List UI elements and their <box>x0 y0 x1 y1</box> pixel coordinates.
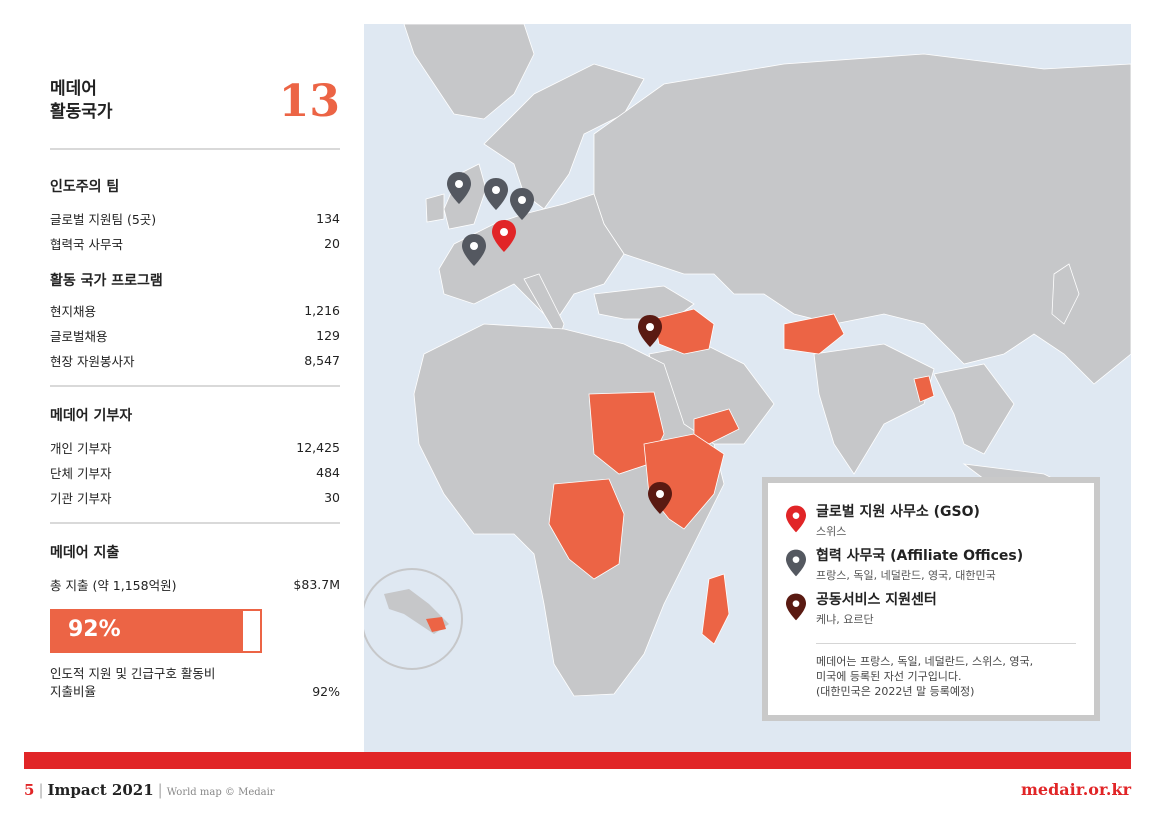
stat-row: 기관 기부자 30 <box>50 485 340 510</box>
land-eurasia <box>593 53 1131 385</box>
stat-value: $83.7M <box>293 577 340 592</box>
inset-honduras <box>426 617 446 632</box>
country-bangladesh <box>913 375 935 403</box>
stats-panel: 메데어 활동국가 13 인도주의 팀 글로벌 지원팀 (5곳) 134 협력국 … <box>50 70 340 701</box>
spending-section: 메데어 지출 총 지출 (약 1,158억원) $83.7M 92% 인도적 지… <box>50 524 340 701</box>
map-credit: World map © Medair <box>166 787 275 798</box>
legend-shared-title: 공동서비스 지원센터 <box>816 592 937 608</box>
legend-divider <box>816 643 1076 644</box>
stat-label: 협력국 사무국 <box>50 237 123 252</box>
legend-affiliate-sub: 프랑스, 독일, 네덜란드, 영국, 대한민국 <box>816 569 996 582</box>
central-america-inset <box>364 568 463 670</box>
legend-affiliate: 협력 사무국 (Affiliate Offices) 프랑스, 독일, 네덜란드… <box>786 545 1076 589</box>
pin-affiliate-uk[interactable] <box>447 172 471 204</box>
stat-row: 글로벌채용 129 <box>50 323 340 348</box>
map-pin-icon <box>786 505 806 533</box>
legend-shared-sub: 케냐, 요르단 <box>816 613 874 626</box>
note-line-1: 인도적 지원 및 긴급구호 활동비 <box>50 666 216 681</box>
legend-note-line-3: (대한민국은 2022년 말 등록예정) <box>816 685 975 698</box>
stat-label: 총 지출 (약 1,158억원) <box>50 578 177 593</box>
map-svg <box>364 24 1131 697</box>
stat-label: 글로벌 지원팀 (5곳) <box>50 212 157 227</box>
land-japan <box>1051 263 1080 325</box>
percent-bar-remainder <box>243 611 260 651</box>
stat-row: 단체 기부자 484 <box>50 460 340 485</box>
legend-affiliate-title: 협력 사무국 (Affiliate Offices) <box>816 548 1024 564</box>
legend-gso-sub: 스위스 <box>816 525 847 538</box>
legend-gso: 글로벌 지원 사무소 (GSO) 스위스 <box>786 501 1076 545</box>
stat-value: 129 <box>316 328 340 343</box>
legend-note-line-2: 미국에 등록된 자선 기구입니다. <box>816 670 962 683</box>
legend-shared-services: 공동서비스 지원센터 케냐, 요르단 <box>786 589 1076 633</box>
stat-value: 484 <box>316 465 340 480</box>
pin-shared-kenya[interactable] <box>648 482 672 514</box>
stat-label: 현장 자원봉사자 <box>50 354 135 369</box>
land-europe <box>438 193 625 325</box>
map-pins <box>447 172 672 514</box>
countries-title: 메데어 활동국가 <box>50 78 113 124</box>
pin-affiliate-germany[interactable] <box>510 188 534 220</box>
footer-red-bar <box>24 752 1131 769</box>
stat-value: 1,216 <box>304 303 340 318</box>
percent-bar-label: 92% <box>68 617 121 642</box>
country-afghanistan <box>783 313 845 355</box>
land-ireland <box>425 193 445 223</box>
active-countries <box>548 308 935 645</box>
note-value: 92% <box>312 684 340 699</box>
stat-row: 개인 기부자 12,425 <box>50 435 340 460</box>
stat-label: 현지채용 <box>50 304 97 319</box>
title-line-2: 활동국가 <box>50 102 113 122</box>
program-heading: 활동 국가 프로그램 <box>50 273 163 289</box>
stat-label: 글로벌채용 <box>50 329 108 344</box>
country-yemen <box>693 408 740 445</box>
stat-label: 개인 기부자 <box>50 441 112 456</box>
publication-name: Impact 2021 <box>47 781 154 799</box>
country-madagascar <box>701 573 730 645</box>
country-syria-iraq <box>653 308 715 355</box>
stat-label: 단체 기부자 <box>50 466 112 481</box>
land-india <box>813 343 935 475</box>
donors-heading: 메데어 기부자 <box>50 408 133 424</box>
stat-value: 8,547 <box>304 353 340 368</box>
legend-gso-title: 글로벌 지원 사무소 (GSO) <box>816 504 980 520</box>
site-link[interactable]: medair.or.kr <box>1021 780 1131 799</box>
page-footer: 5 | Impact 2021 | World map © Medair <box>24 781 275 799</box>
pin-shared-jordan[interactable] <box>638 315 662 347</box>
spending-percent-bar: 92% <box>50 609 262 653</box>
stat-value: 12,425 <box>296 440 340 455</box>
stat-value: 134 <box>316 211 340 226</box>
legend-note-line-1: 메데어는 프랑스, 독일, 네덜란드, 스위스, 영국, <box>816 655 1034 668</box>
stat-row: 협력국 사무국 20 <box>50 231 340 256</box>
page-number: 5 <box>24 781 35 799</box>
stat-label: 기관 기부자 <box>50 491 112 506</box>
title-line-1: 메데어 <box>50 79 97 99</box>
pin-affiliate-netherlands[interactable] <box>484 178 508 210</box>
stat-row: 현장 자원봉사자 8,547 <box>50 348 340 373</box>
donors-section: 메데어 기부자 개인 기부자 12,425 단체 기부자 484 기관 기부자 … <box>50 387 340 524</box>
pin-affiliate-france[interactable] <box>462 234 486 266</box>
spending-heading: 메데어 지출 <box>50 545 120 561</box>
stat-value: 20 <box>324 236 340 251</box>
country-count: 13 <box>278 76 340 127</box>
map-pin-icon <box>786 549 806 577</box>
spending-note: 인도적 지원 및 긴급구호 활동비 지출비율 92% <box>50 665 340 701</box>
land-greenland <box>403 24 535 120</box>
teams-heading: 인도주의 팀 <box>50 179 120 195</box>
map-legend: 글로벌 지원 사무소 (GSO) 스위스 협력 사무국 (Affiliate O… <box>762 477 1100 721</box>
stat-row: 현지채용 1,216 <box>50 298 340 323</box>
map-pin-icon <box>786 593 806 621</box>
land-scandinavia <box>483 63 645 210</box>
land-se-asia <box>933 363 1015 455</box>
legend-note: 메데어는 프랑스, 독일, 네덜란드, 스위스, 영국, 미국에 등록된 자선 … <box>786 654 1076 699</box>
note-line-2: 지출비율 <box>50 684 97 699</box>
stat-value: 30 <box>324 490 340 505</box>
pin-gso-switzerland[interactable] <box>492 220 516 252</box>
stat-row: 총 지출 (약 1,158억원) $83.7M <box>50 572 340 597</box>
world-map <box>364 24 1131 752</box>
countries-header: 메데어 활동국가 13 <box>50 70 340 150</box>
country-drc <box>548 478 625 580</box>
teams-section: 인도주의 팀 글로벌 지원팀 (5곳) 134 협력국 사무국 20 활동 국가… <box>50 150 340 387</box>
stat-row: 글로벌 지원팀 (5곳) 134 <box>50 206 340 231</box>
